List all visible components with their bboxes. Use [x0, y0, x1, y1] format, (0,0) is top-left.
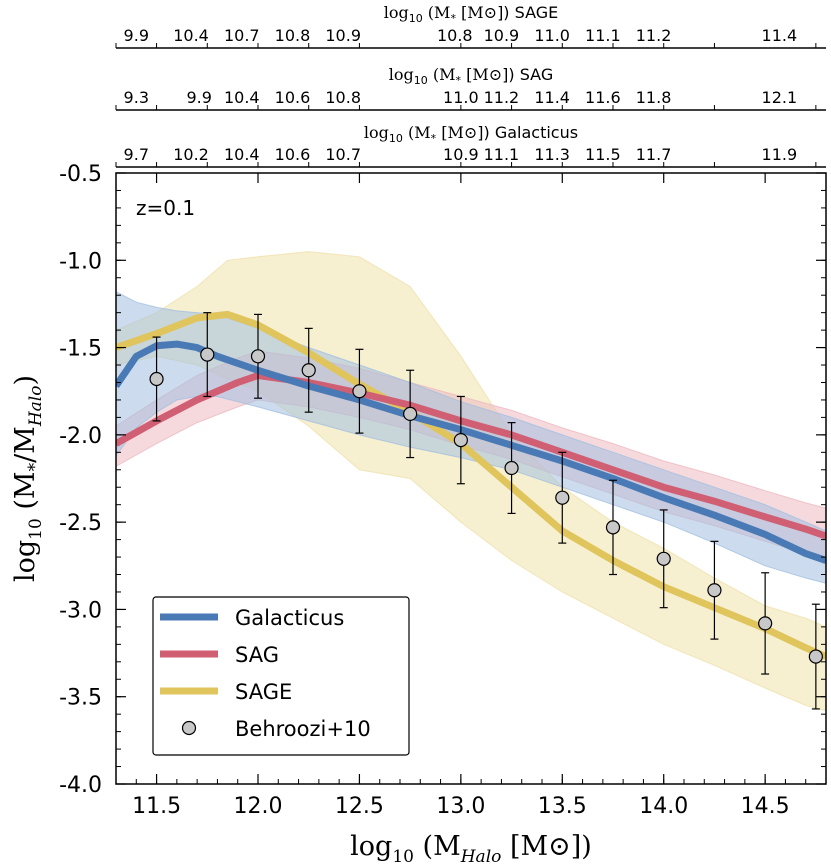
- top-axis-tick-label: 11.8: [636, 88, 672, 107]
- top-axis-tick-label: 10.8: [275, 26, 311, 45]
- legend: Galacticus SAG SAGE Behroozi+10: [152, 596, 410, 756]
- top-axis-tick-label: 10.6: [275, 88, 311, 107]
- top-axis-tick-label: 11.7: [636, 145, 672, 164]
- behroozi-point: [808, 649, 823, 664]
- top-axis-tick-label: 9.9: [124, 26, 149, 45]
- top-axis-tick-label: 9.9: [186, 88, 211, 107]
- behroozi-point: [250, 349, 266, 364]
- legend-label: SAGE: [235, 680, 292, 704]
- behroozi-point: [707, 583, 722, 598]
- main-axes: 11.5 12.0 12.5 13.0 13.5 14.0 14.5 -0.5 -1.0 -1.5…: [10, 162, 827, 864]
- top-axis-tick-label: 11.1: [585, 26, 621, 45]
- top-axis-tick-label: 10.8: [325, 88, 361, 107]
- y-tick-label: -3.5: [59, 686, 102, 711]
- x-tick-label: 12.5: [335, 794, 384, 819]
- x-tick-label: 14.0: [639, 794, 688, 819]
- top-axis-tick-label: 11.5: [585, 145, 621, 164]
- top-axis-tick-label: 11.4: [762, 26, 798, 45]
- behroozi-point: [504, 460, 519, 476]
- y-tick-label: -0.5: [59, 162, 102, 187]
- y-tick-label: -4.0: [59, 773, 102, 798]
- behroozi-point: [301, 363, 316, 378]
- top-axis-tick-label: 12.1: [762, 88, 798, 107]
- top-axis-title: log10 (M* [M⊙]) SAGE: [384, 3, 559, 25]
- y-tick-label: -2.0: [59, 424, 102, 449]
- top-axis-tick-label: 10.9: [443, 145, 479, 164]
- legend-label: SAG: [235, 643, 279, 667]
- top-axis-tick-label: 10.4: [173, 26, 209, 45]
- top-axis-tick-label: 10.9: [325, 26, 361, 45]
- y-tick-label: -1.5: [59, 337, 102, 362]
- y-axis-label: log10 (M*/MHalo): [10, 375, 46, 582]
- top-axis-tick-label: 11.2: [636, 26, 672, 45]
- top-axis-tick-label: 10.4: [224, 145, 260, 164]
- top-axis-tick-label: 11.6: [585, 88, 621, 107]
- behroozi-point: [453, 432, 468, 448]
- legend-label: Galacticus: [235, 606, 344, 630]
- behroozi-point: [758, 616, 773, 631]
- x-axis-label: log10 (MHalo [M⊙]): [350, 831, 592, 864]
- y-tick-label: -2.5: [59, 511, 102, 536]
- top-axis-tick-label: 10.9: [484, 26, 520, 45]
- x-tick-label: 14.5: [741, 794, 790, 819]
- top-axis-tick-label: 11.3: [534, 145, 570, 164]
- top-axis-tick-label: 10.8: [437, 26, 473, 45]
- top-axis-sag: 9.3 9.9 10.4 10.6 10.8 11.0 11.2 11.4 11.6 11.8 12…: [115, 65, 826, 111]
- x-tick-label: 11.5: [132, 794, 181, 819]
- behroozi-point: [200, 347, 215, 362]
- top-axis-tick-label: 11.4: [534, 88, 570, 107]
- plot-frame: [115, 172, 827, 785]
- legend-swatch-behroozi: [181, 720, 197, 736]
- behroozi-point: [555, 490, 570, 505]
- top-axis-tick-label: 11.0: [534, 26, 570, 45]
- legend-box: [152, 596, 410, 756]
- top-axes: 9.9 10.4 10.7 10.8 10.9 10.8 10.9 11.0 11.1 11.2 1…: [115, 3, 826, 168]
- top-axis-tick-label: 11.0: [443, 88, 479, 107]
- behroozi-point: [352, 384, 367, 399]
- top-axis-tick-label: 11.2: [484, 88, 520, 107]
- top-axis-tick-label: 9.3: [124, 88, 149, 107]
- x-tick-label: 12.0: [234, 794, 283, 819]
- top-axis-tick-label: 10.2: [173, 145, 209, 164]
- behroozi-point: [656, 551, 671, 566]
- top-axis-tick-label: 10.6: [275, 145, 311, 164]
- y-tick-label: -1.0: [59, 249, 102, 274]
- plot-area: [116, 251, 826, 712]
- behroozi-point: [149, 371, 164, 387]
- top-axis-tick-label: 10.4: [224, 88, 260, 107]
- x-tick-label: 13.5: [538, 794, 587, 819]
- behroozi-point: [403, 406, 418, 422]
- legend-label: Behroozi+10: [235, 717, 371, 741]
- x-tick-label: 13.0: [436, 794, 485, 819]
- behroozi-point: [605, 520, 621, 535]
- top-axis-tick-label: 11.9: [762, 145, 798, 164]
- top-axis-tick-label: 10.7: [325, 145, 361, 164]
- top-axis-title: log10 (M* [M⊙]) SAG: [389, 65, 553, 87]
- band-galacticus: [116, 291, 826, 584]
- top-axis-tick-label: 9.7: [124, 145, 149, 164]
- redshift-annotation: z=0.1: [136, 196, 195, 220]
- y-tick-label: -3.0: [59, 598, 102, 623]
- top-axis-sage: 9.9 10.4 10.7 10.8 10.9 10.8 10.9 11.0 11.1 11.2 1…: [115, 3, 826, 49]
- top-axis-galacticus: 9.7 10.2 10.4 10.6 10.7 10.9 11.1 11.3 11.5 11.7 1…: [115, 123, 826, 168]
- top-axis-title: log10 (M* [M⊙]) Galacticus: [364, 123, 578, 145]
- top-axis-tick-label: 11.1: [484, 145, 520, 164]
- top-axis-tick-label: 10.7: [224, 26, 260, 45]
